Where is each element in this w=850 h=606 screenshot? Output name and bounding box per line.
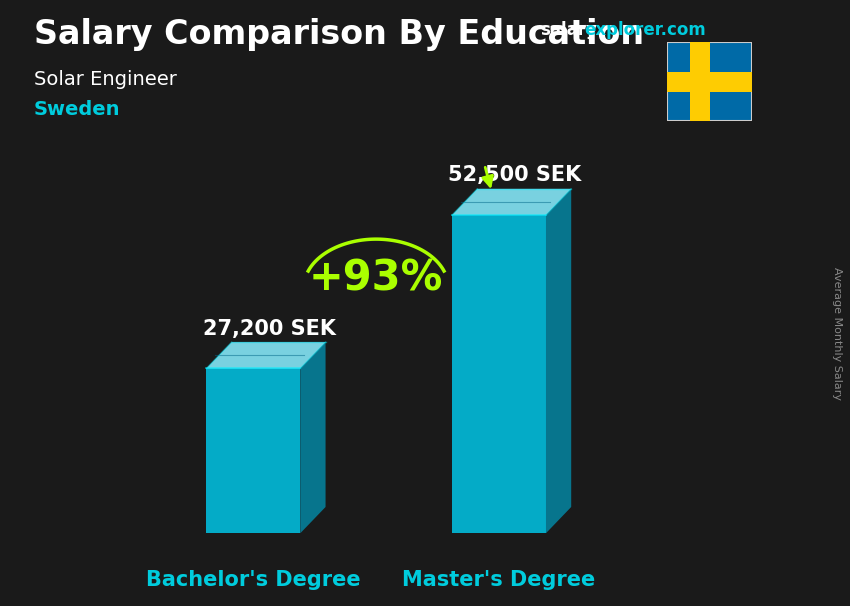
Bar <box>690 42 710 121</box>
Polygon shape <box>667 42 752 121</box>
Text: Sweden: Sweden <box>34 100 121 119</box>
Text: Average Monthly Salary: Average Monthly Salary <box>832 267 842 400</box>
Text: salary: salary <box>540 21 597 39</box>
Polygon shape <box>546 189 571 533</box>
Bar <box>667 72 752 92</box>
Polygon shape <box>207 342 326 368</box>
Text: +93%: +93% <box>309 258 444 299</box>
Text: explorer.com: explorer.com <box>584 21 706 39</box>
Text: Master's Degree: Master's Degree <box>402 570 596 590</box>
Text: Bachelor's Degree: Bachelor's Degree <box>146 570 360 590</box>
Text: 27,200 SEK: 27,200 SEK <box>202 319 336 339</box>
Text: 52,500 SEK: 52,500 SEK <box>448 165 581 185</box>
Text: Solar Engineer: Solar Engineer <box>34 70 177 88</box>
Polygon shape <box>452 189 571 215</box>
Polygon shape <box>452 215 546 533</box>
Polygon shape <box>300 342 326 533</box>
Text: Salary Comparison By Education: Salary Comparison By Education <box>34 18 644 51</box>
Polygon shape <box>207 368 300 533</box>
